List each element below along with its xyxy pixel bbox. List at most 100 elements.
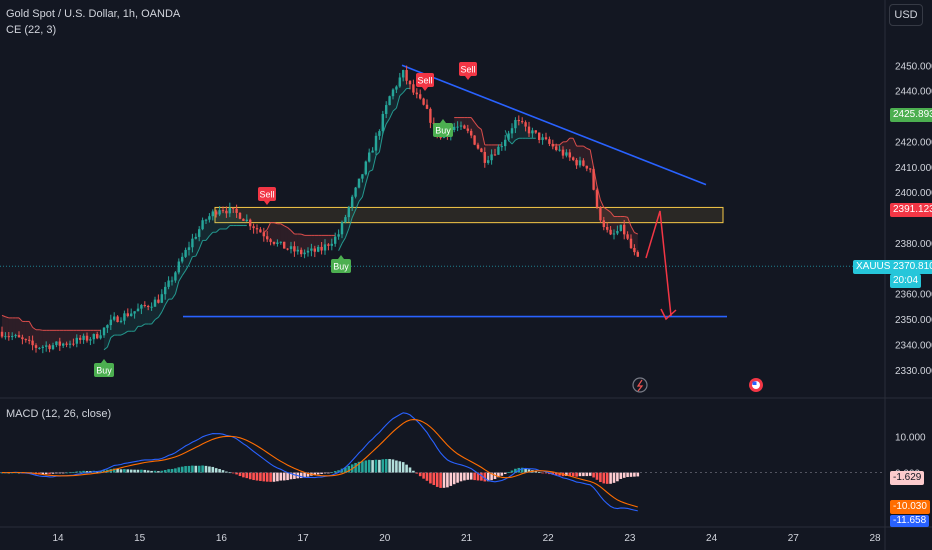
candle-body[interactable] — [113, 316, 116, 320]
candle-body[interactable] — [194, 236, 197, 239]
candle-body[interactable] — [327, 244, 330, 246]
candle-body[interactable] — [575, 159, 578, 166]
candle-body[interactable] — [266, 236, 269, 240]
candle-body[interactable] — [337, 234, 340, 237]
candle-body[interactable] — [493, 154, 497, 156]
candle-body[interactable] — [306, 250, 310, 253]
candle-body[interactable] — [136, 308, 140, 312]
candle-body[interactable] — [551, 143, 554, 147]
candle-body[interactable] — [453, 126, 456, 131]
candle-body[interactable] — [381, 113, 384, 132]
candle-body[interactable] — [408, 80, 412, 85]
candles[interactable] — [0, 65, 639, 354]
buy-signal-marker[interactable]: Buy — [94, 359, 114, 377]
candle-body[interactable] — [602, 220, 605, 228]
candle-body[interactable] — [259, 229, 262, 233]
candle-body[interactable] — [456, 126, 459, 128]
candle-body[interactable] — [109, 319, 112, 326]
candle-body[interactable] — [289, 246, 293, 250]
candle-body[interactable] — [616, 230, 619, 234]
candle-body[interactable] — [279, 241, 282, 243]
candle-body[interactable] — [612, 233, 616, 235]
candle-body[interactable] — [153, 299, 157, 307]
candle-body[interactable] — [385, 105, 388, 114]
candle-body[interactable] — [170, 280, 174, 282]
candle-body[interactable] — [38, 347, 41, 349]
candle-body[interactable] — [208, 216, 211, 220]
candle-body[interactable] — [150, 306, 153, 308]
candle-body[interactable] — [361, 174, 364, 179]
candle-body[interactable] — [589, 168, 592, 170]
candle-body[interactable] — [99, 335, 102, 339]
candle-body[interactable] — [405, 70, 408, 81]
candle-body[interactable] — [497, 146, 500, 155]
candle-body[interactable] — [476, 144, 480, 149]
candle-body[interactable] — [317, 246, 320, 252]
candle-body[interactable] — [609, 229, 612, 235]
candle-body[interactable] — [527, 126, 531, 134]
candle-body[interactable] — [623, 224, 626, 235]
candle-body[interactable] — [7, 336, 10, 338]
candle-body[interactable] — [62, 343, 65, 346]
candle-body[interactable] — [140, 304, 143, 309]
signal-line[interactable] — [2, 419, 638, 508]
candle-body[interactable] — [323, 244, 327, 251]
candle-body[interactable] — [463, 125, 466, 129]
candle-body[interactable] — [201, 220, 204, 230]
candle-body[interactable] — [181, 256, 184, 262]
candle-body[interactable] — [432, 122, 435, 124]
candle-body[interactable] — [340, 222, 344, 235]
candle-body[interactable] — [585, 165, 588, 169]
candle-body[interactable] — [249, 219, 252, 227]
candle-body[interactable] — [48, 345, 51, 350]
candle-body[interactable] — [555, 146, 558, 150]
candle-body[interactable] — [626, 234, 629, 239]
buy-signal-marker[interactable]: Buy — [331, 255, 351, 273]
candle-body[interactable] — [187, 247, 191, 250]
candle-body[interactable] — [473, 135, 476, 145]
candle-body[interactable] — [130, 313, 133, 317]
candle-body[interactable] — [85, 335, 89, 341]
candle-body[interactable] — [398, 77, 401, 87]
candle-body[interactable] — [572, 157, 575, 160]
candle-body[interactable] — [215, 211, 218, 215]
candle-body[interactable] — [310, 248, 313, 251]
candle-body[interactable] — [262, 232, 265, 237]
candle-body[interactable] — [510, 128, 514, 134]
candle-body[interactable] — [354, 187, 357, 197]
candle-body[interactable] — [143, 304, 146, 306]
candle-body[interactable] — [17, 335, 21, 338]
time-axis[interactable]: 14 15 16 17 20 21 22 23 24 27 28 — [52, 533, 881, 544]
candle-body[interactable] — [228, 207, 231, 214]
candle-body[interactable] — [14, 335, 17, 337]
candle-body[interactable] — [102, 327, 106, 336]
candle-body[interactable] — [75, 337, 78, 344]
candle-body[interactable] — [174, 272, 177, 281]
candle-body[interactable] — [592, 169, 595, 190]
candle-body[interactable] — [296, 249, 299, 252]
candle-body[interactable] — [119, 320, 123, 323]
candle-body[interactable] — [4, 336, 7, 338]
candle-body[interactable] — [483, 151, 486, 163]
lightning-event-icon[interactable] — [632, 377, 648, 393]
candle-body[interactable] — [388, 96, 391, 106]
candle-body[interactable] — [459, 125, 463, 127]
buy-signal-marker[interactable]: Buy — [433, 119, 453, 137]
us-flag-event-icon[interactable] — [749, 378, 763, 392]
candle-body[interactable] — [92, 334, 95, 340]
candle-body[interactable] — [313, 248, 316, 252]
resistance-zone[interactable] — [214, 206, 724, 224]
candle-body[interactable] — [391, 89, 395, 97]
candle-body[interactable] — [147, 305, 150, 308]
candle-body[interactable] — [504, 139, 507, 147]
candle-body[interactable] — [371, 150, 374, 153]
candle-body[interactable] — [177, 261, 180, 273]
sell-signal-marker[interactable]: Sell — [416, 73, 434, 91]
sell-signal-marker[interactable]: Sell — [459, 62, 477, 80]
candle-body[interactable] — [303, 252, 306, 255]
candle-body[interactable] — [79, 337, 82, 340]
candle-body[interactable] — [514, 119, 517, 129]
candle-body[interactable] — [507, 133, 510, 140]
candle-body[interactable] — [272, 241, 276, 244]
